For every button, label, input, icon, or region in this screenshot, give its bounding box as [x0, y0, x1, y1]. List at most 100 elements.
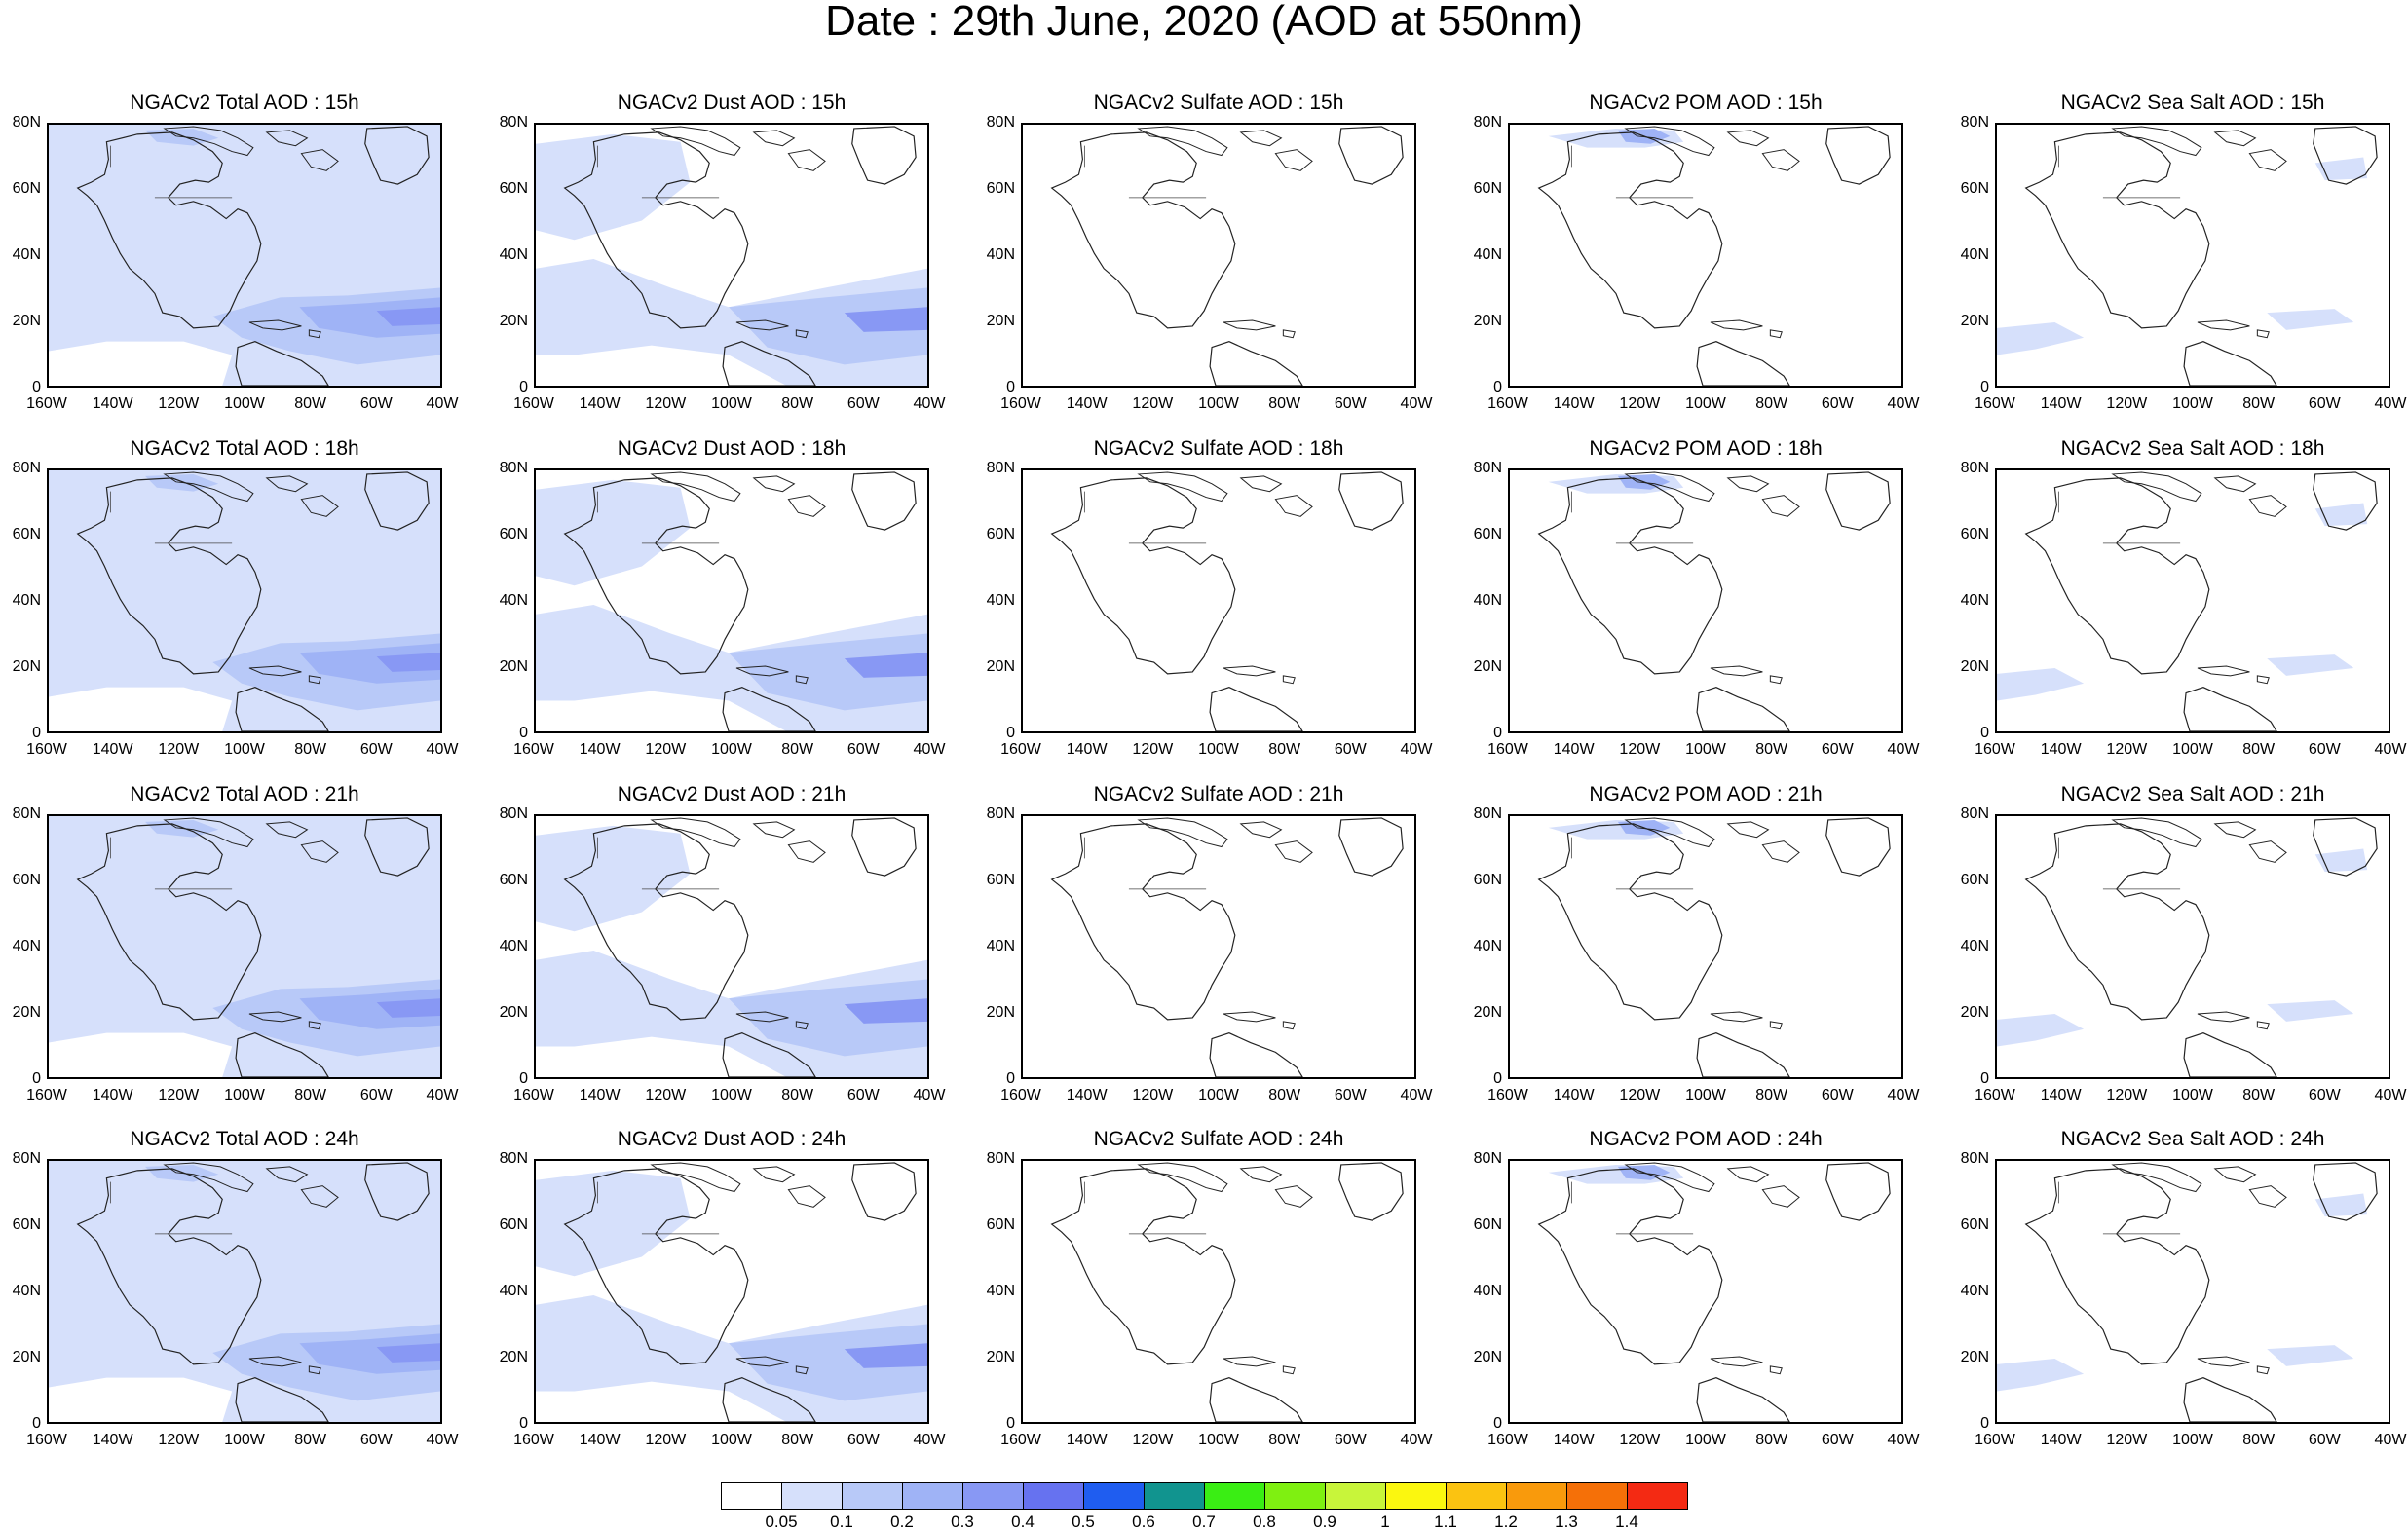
country-border — [596, 1181, 720, 1235]
panel-title: NGACv2 Dust AOD : 21h — [617, 783, 847, 805]
lon-tick-label: 80W — [781, 395, 814, 412]
lat-tick-label: 60N — [986, 526, 1015, 542]
coastline — [76, 477, 262, 675]
colorbar-label: 0.7 — [1192, 1512, 1216, 1531]
total-aod-map — [47, 814, 442, 1079]
lon-tick-label: 160W — [513, 395, 554, 412]
coastline — [851, 817, 917, 877]
lon-tick-label: 60W — [2308, 395, 2341, 412]
coastline — [2197, 1356, 2270, 1375]
aod-shading — [49, 1032, 233, 1077]
colorbar-swatch — [1627, 1482, 1688, 1510]
coastline — [364, 471, 430, 531]
lat-tick-label: 0 — [519, 1070, 528, 1087]
lon-tick-label: 40W — [1400, 741, 1433, 758]
colorbar-label: 1.4 — [1615, 1512, 1638, 1531]
coastline — [1696, 687, 1790, 731]
lat-tick-label: 60N — [12, 180, 41, 197]
lon-tick-label: 100W — [224, 395, 265, 412]
lon-tick-label: 140W — [2040, 1087, 2082, 1103]
lat-tick-label: 0 — [32, 1070, 41, 1087]
lon-tick-label: 100W — [1198, 395, 1239, 412]
lon-tick-label: 140W — [1553, 395, 1595, 412]
lon-tick-label: 100W — [711, 395, 752, 412]
coastline — [1537, 477, 1723, 675]
lon-tick-label: 80W — [2242, 741, 2276, 758]
aod-shading — [49, 687, 233, 731]
lat-tick-label: 40N — [1473, 246, 1502, 263]
aod-shading — [2314, 503, 2368, 527]
coastline — [1209, 341, 1303, 386]
lon-tick-label: 60W — [1334, 741, 1367, 758]
coastline — [235, 1032, 329, 1077]
map-canvas — [1050, 1162, 1404, 1422]
lat-tick-label: 0 — [1006, 725, 1015, 741]
lon-tick-label: 100W — [2172, 1432, 2213, 1448]
colorbar-label: 1.2 — [1494, 1512, 1518, 1531]
lon-tick-label: 80W — [2242, 1087, 2276, 1103]
map-canvas — [536, 1162, 927, 1422]
lat-tick-label: 0 — [1006, 379, 1015, 395]
aod-shading — [1997, 667, 2085, 701]
lat-tick-label: 20N — [499, 658, 528, 675]
coastline — [2024, 823, 2210, 1021]
lon-tick-label: 100W — [1685, 741, 1726, 758]
map-canvas — [1050, 471, 1404, 731]
coastline — [248, 665, 321, 685]
lon-tick-label: 100W — [711, 741, 752, 758]
panel-title: NGACv2 Total AOD : 24h — [130, 1128, 359, 1150]
page-title: Date : 29th June, 2020 (AOD at 550nm) — [825, 0, 1583, 45]
coastline — [76, 823, 262, 1021]
coastline — [2197, 319, 2270, 339]
coastline — [163, 126, 339, 171]
coastline — [722, 1377, 816, 1422]
panel-title: NGACv2 POM AOD : 24h — [1589, 1128, 1823, 1150]
country-border — [109, 491, 233, 544]
coastline — [1710, 1356, 1783, 1375]
lat-tick-label: 0 — [1980, 725, 1989, 741]
lat-tick-label: 80N — [986, 460, 1015, 476]
coastline — [1825, 126, 1891, 185]
coastline — [1050, 477, 1236, 675]
lon-tick-label: 40W — [2374, 741, 2407, 758]
lon-tick-label: 80W — [781, 741, 814, 758]
lat-tick-label: 0 — [1980, 379, 1989, 395]
lon-tick-label: 120W — [158, 395, 200, 412]
aod-shading — [299, 643, 440, 684]
panel-title: NGACv2 POM AOD : 15h — [1589, 92, 1823, 114]
lon-tick-label: 40W — [913, 1087, 946, 1103]
coastline — [364, 126, 430, 185]
lon-tick-label: 160W — [1975, 1087, 2015, 1103]
lon-tick-label: 120W — [1132, 1087, 1174, 1103]
coastline — [1209, 1032, 1303, 1077]
lat-tick-label: 40N — [1960, 246, 1989, 263]
country-border — [1570, 145, 1694, 199]
lat-tick-label: 60N — [499, 872, 528, 888]
lat-tick-label: 60N — [1473, 180, 1502, 197]
coastline — [563, 823, 749, 1021]
lat-tick-label: 60N — [499, 1216, 528, 1233]
lon-tick-label: 60W — [359, 395, 393, 412]
lon-tick-label: 40W — [913, 395, 946, 412]
coastline — [722, 341, 816, 386]
lat-tick-label: 80N — [1473, 460, 1502, 476]
aod-shading — [2314, 1193, 2368, 1217]
aod-shading — [844, 653, 927, 678]
lat-tick-label: 0 — [1006, 1070, 1015, 1087]
colorbar-swatch — [1204, 1482, 1265, 1510]
lon-tick-label: 80W — [1755, 1432, 1788, 1448]
lat-tick-label: 20N — [1473, 1349, 1502, 1365]
dust-aod-map — [534, 1159, 929, 1424]
lat-tick-label: 0 — [1980, 1415, 1989, 1432]
colorbar-swatch — [1264, 1482, 1326, 1510]
map-canvas — [49, 470, 440, 731]
lat-tick-label: 0 — [1980, 1070, 1989, 1087]
country-border — [1083, 1181, 1207, 1235]
lon-tick-label: 140W — [1066, 395, 1108, 412]
lon-tick-label: 100W — [2172, 1087, 2213, 1103]
lon-tick-label: 160W — [513, 1087, 554, 1103]
lon-tick-label: 160W — [1487, 1087, 1528, 1103]
colorbar-swatch — [1023, 1482, 1084, 1510]
coastline — [2111, 1162, 2287, 1208]
lon-tick-label: 60W — [847, 741, 880, 758]
